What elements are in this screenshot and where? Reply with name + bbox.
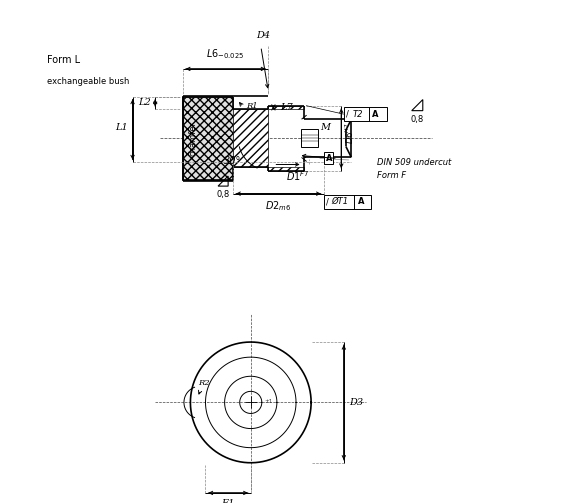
Text: T2: T2 <box>353 110 363 119</box>
Text: D3: D3 <box>349 398 363 407</box>
Text: /: / <box>346 110 349 119</box>
Text: M: M <box>320 123 330 132</box>
Text: A: A <box>358 197 365 206</box>
Text: $D1^{F7}$: $D1^{F7}$ <box>286 170 310 183</box>
Text: L2: L2 <box>138 99 151 107</box>
Text: Form F: Form F <box>377 171 406 180</box>
Text: D4: D4 <box>256 31 271 40</box>
Polygon shape <box>301 129 318 147</box>
Text: 0,8: 0,8 <box>217 190 230 199</box>
Text: 30°: 30° <box>225 156 242 166</box>
Text: Form L: Form L <box>47 55 80 65</box>
Text: L1: L1 <box>115 123 128 131</box>
Text: A: A <box>325 154 332 163</box>
Text: ØT1: ØT1 <box>332 197 349 206</box>
Text: exchangeable bush: exchangeable bush <box>47 76 129 86</box>
Text: $D2_{m6}$: $D2_{m6}$ <box>265 200 292 213</box>
Polygon shape <box>268 167 304 171</box>
Text: A: A <box>372 110 378 119</box>
Polygon shape <box>183 97 233 180</box>
Text: DIN 509 undercut: DIN 509 undercut <box>377 158 451 167</box>
Text: ±1: ±1 <box>264 399 272 404</box>
Text: $L6_{-0.025}$: $L6_{-0.025}$ <box>207 48 245 61</box>
FancyBboxPatch shape <box>344 107 386 121</box>
Text: E1: E1 <box>221 499 235 503</box>
Text: 0,8: 0,8 <box>411 115 424 124</box>
Text: /: / <box>326 197 329 206</box>
Text: $D6^{H7}$: $D6^{H7}$ <box>344 123 356 144</box>
Text: L7: L7 <box>280 103 293 112</box>
Text: R1: R1 <box>246 102 257 110</box>
FancyBboxPatch shape <box>324 195 371 209</box>
Text: chamfer: chamfer <box>189 121 197 156</box>
Text: R2: R2 <box>198 379 210 387</box>
Polygon shape <box>268 106 304 109</box>
Polygon shape <box>233 109 268 167</box>
